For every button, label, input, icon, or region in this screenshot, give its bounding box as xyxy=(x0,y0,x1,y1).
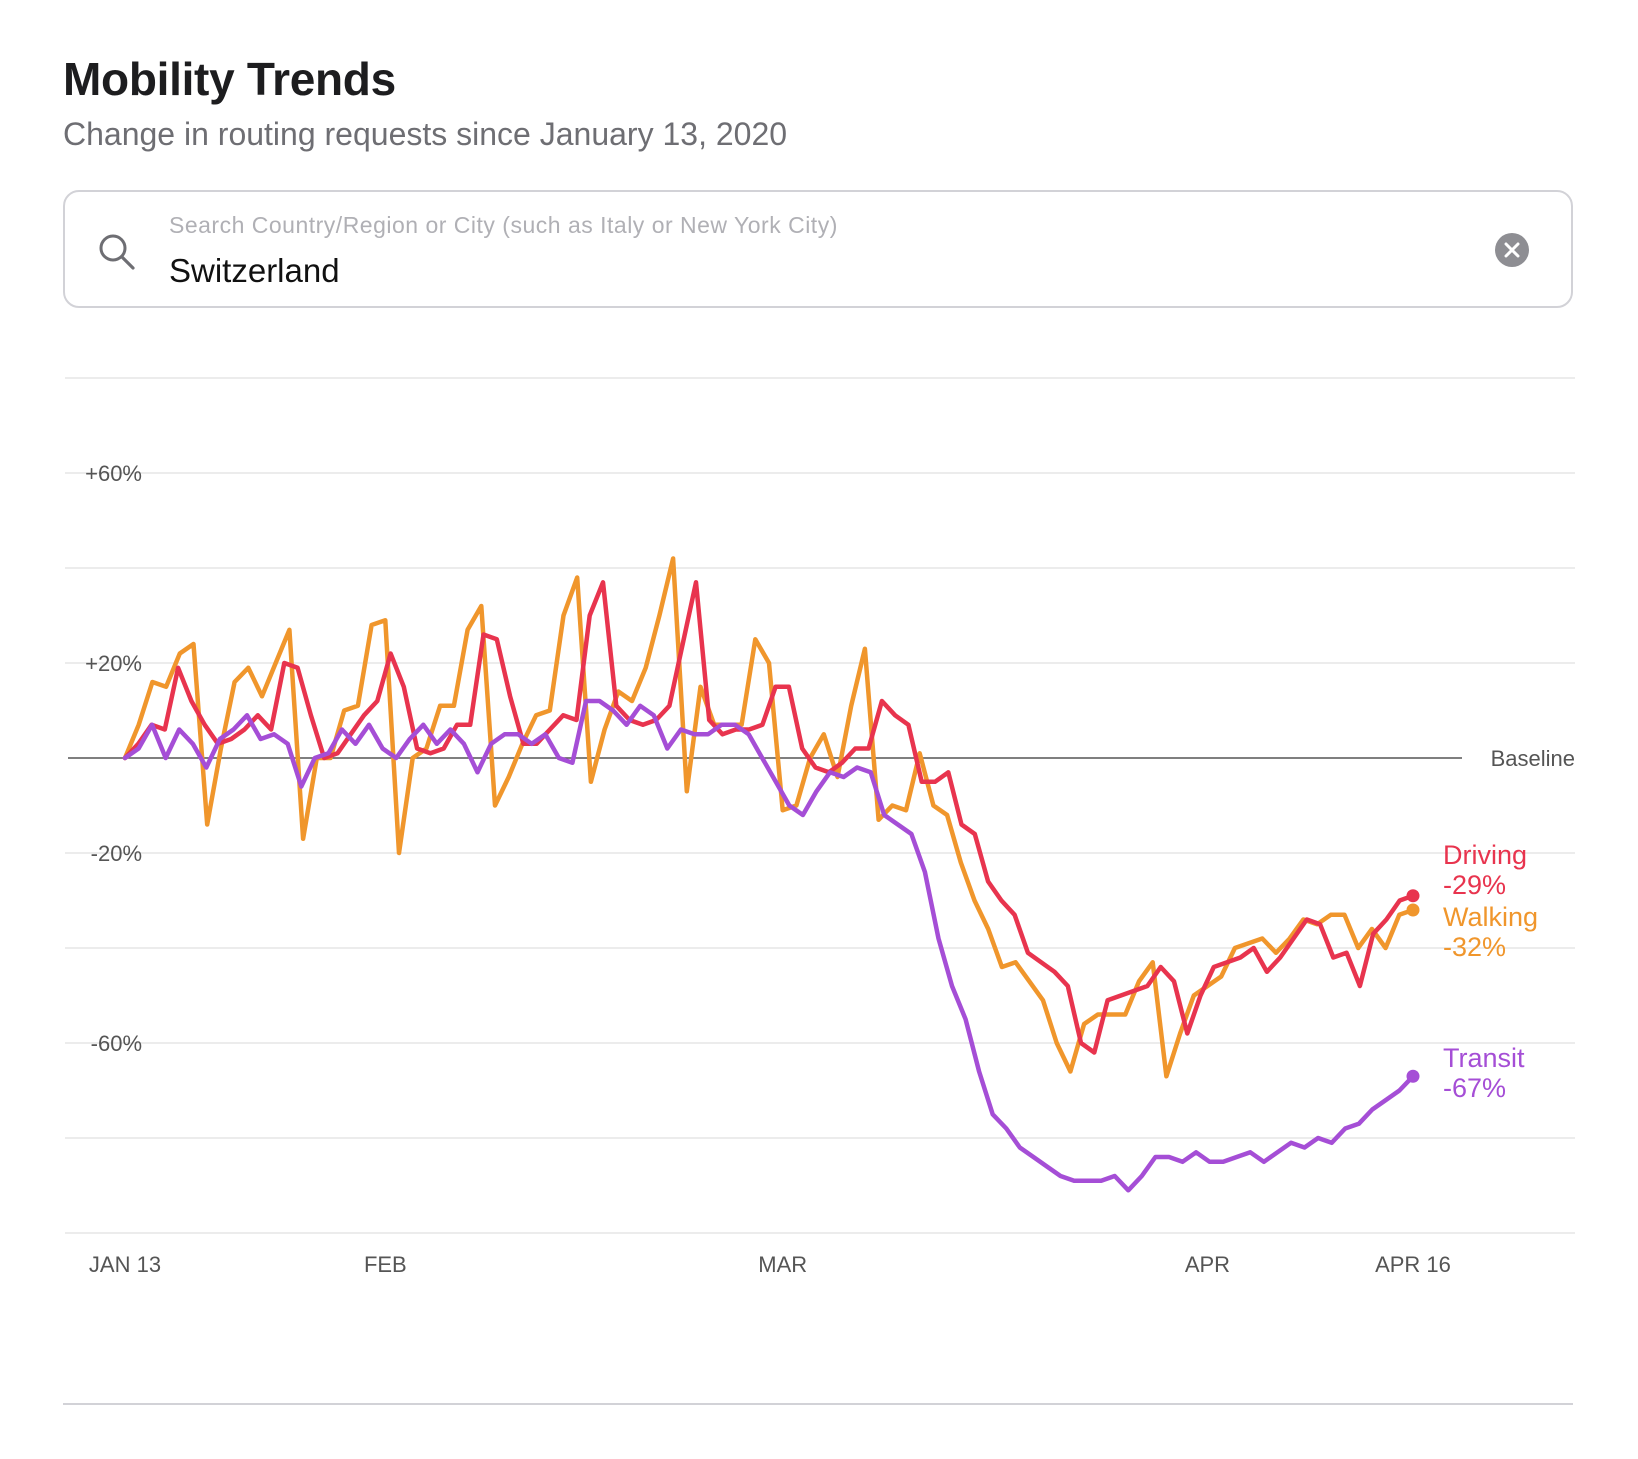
search-input[interactable] xyxy=(169,252,1369,290)
x-tick-label: APR 16 xyxy=(1375,1252,1451,1277)
search-placeholder: Search Country/Region or City (such as I… xyxy=(169,212,838,238)
series-end-point-driving xyxy=(1406,889,1420,903)
series-labels: Driving-29%Walking-32% Transit-67% xyxy=(1443,840,1538,1103)
series-line-walking xyxy=(122,556,1416,1079)
y-tick-label: +60% xyxy=(85,461,142,486)
page-subtitle: Change in routing requests since January… xyxy=(63,116,788,152)
y-tick-label: +20% xyxy=(85,651,142,676)
series-line-transit xyxy=(122,698,1416,1193)
series-value-transit: -67% xyxy=(1443,1073,1506,1103)
series-name-walking: Walking xyxy=(1443,902,1538,932)
x-tick-label: JAN 13 xyxy=(89,1252,161,1277)
series-end-point-walking xyxy=(1406,903,1420,917)
search-icon xyxy=(99,234,135,270)
series-lines xyxy=(122,556,1420,1193)
x-tick-label: APR xyxy=(1185,1252,1230,1277)
baseline-label: Baseline xyxy=(1491,746,1575,771)
series-name-driving: Driving xyxy=(1443,840,1527,870)
series-line-driving xyxy=(122,580,1416,1055)
clear-search-button[interactable] xyxy=(1495,233,1529,267)
mobility-line-chart: +60% +20% -20% -60% Baseline Driving-29%Wal… xyxy=(65,377,1575,1277)
x-tick-label: FEB xyxy=(364,1252,407,1277)
x-tick-label: MAR xyxy=(758,1252,807,1277)
series-value-walking: -32% xyxy=(1443,932,1506,962)
search-box[interactable]: Search Country/Region or City (such as I… xyxy=(63,190,1573,308)
page-title: Mobility Trends xyxy=(63,53,396,105)
chart-gridlines xyxy=(65,377,1575,1234)
bottom-divider xyxy=(63,1403,1573,1405)
y-axis-labels: +60% +20% -20% -60% xyxy=(85,461,142,1056)
series-value-driving: -29% xyxy=(1443,870,1506,900)
series-end-point-transit xyxy=(1406,1069,1420,1083)
x-axis-labels: JAN 13 FEB MAR APR APR 16 xyxy=(89,1252,1451,1277)
series-name-transit: Transit xyxy=(1443,1043,1525,1073)
y-tick-label: -60% xyxy=(91,1031,142,1056)
y-tick-label: -20% xyxy=(91,841,142,866)
close-icon xyxy=(1504,242,1520,258)
